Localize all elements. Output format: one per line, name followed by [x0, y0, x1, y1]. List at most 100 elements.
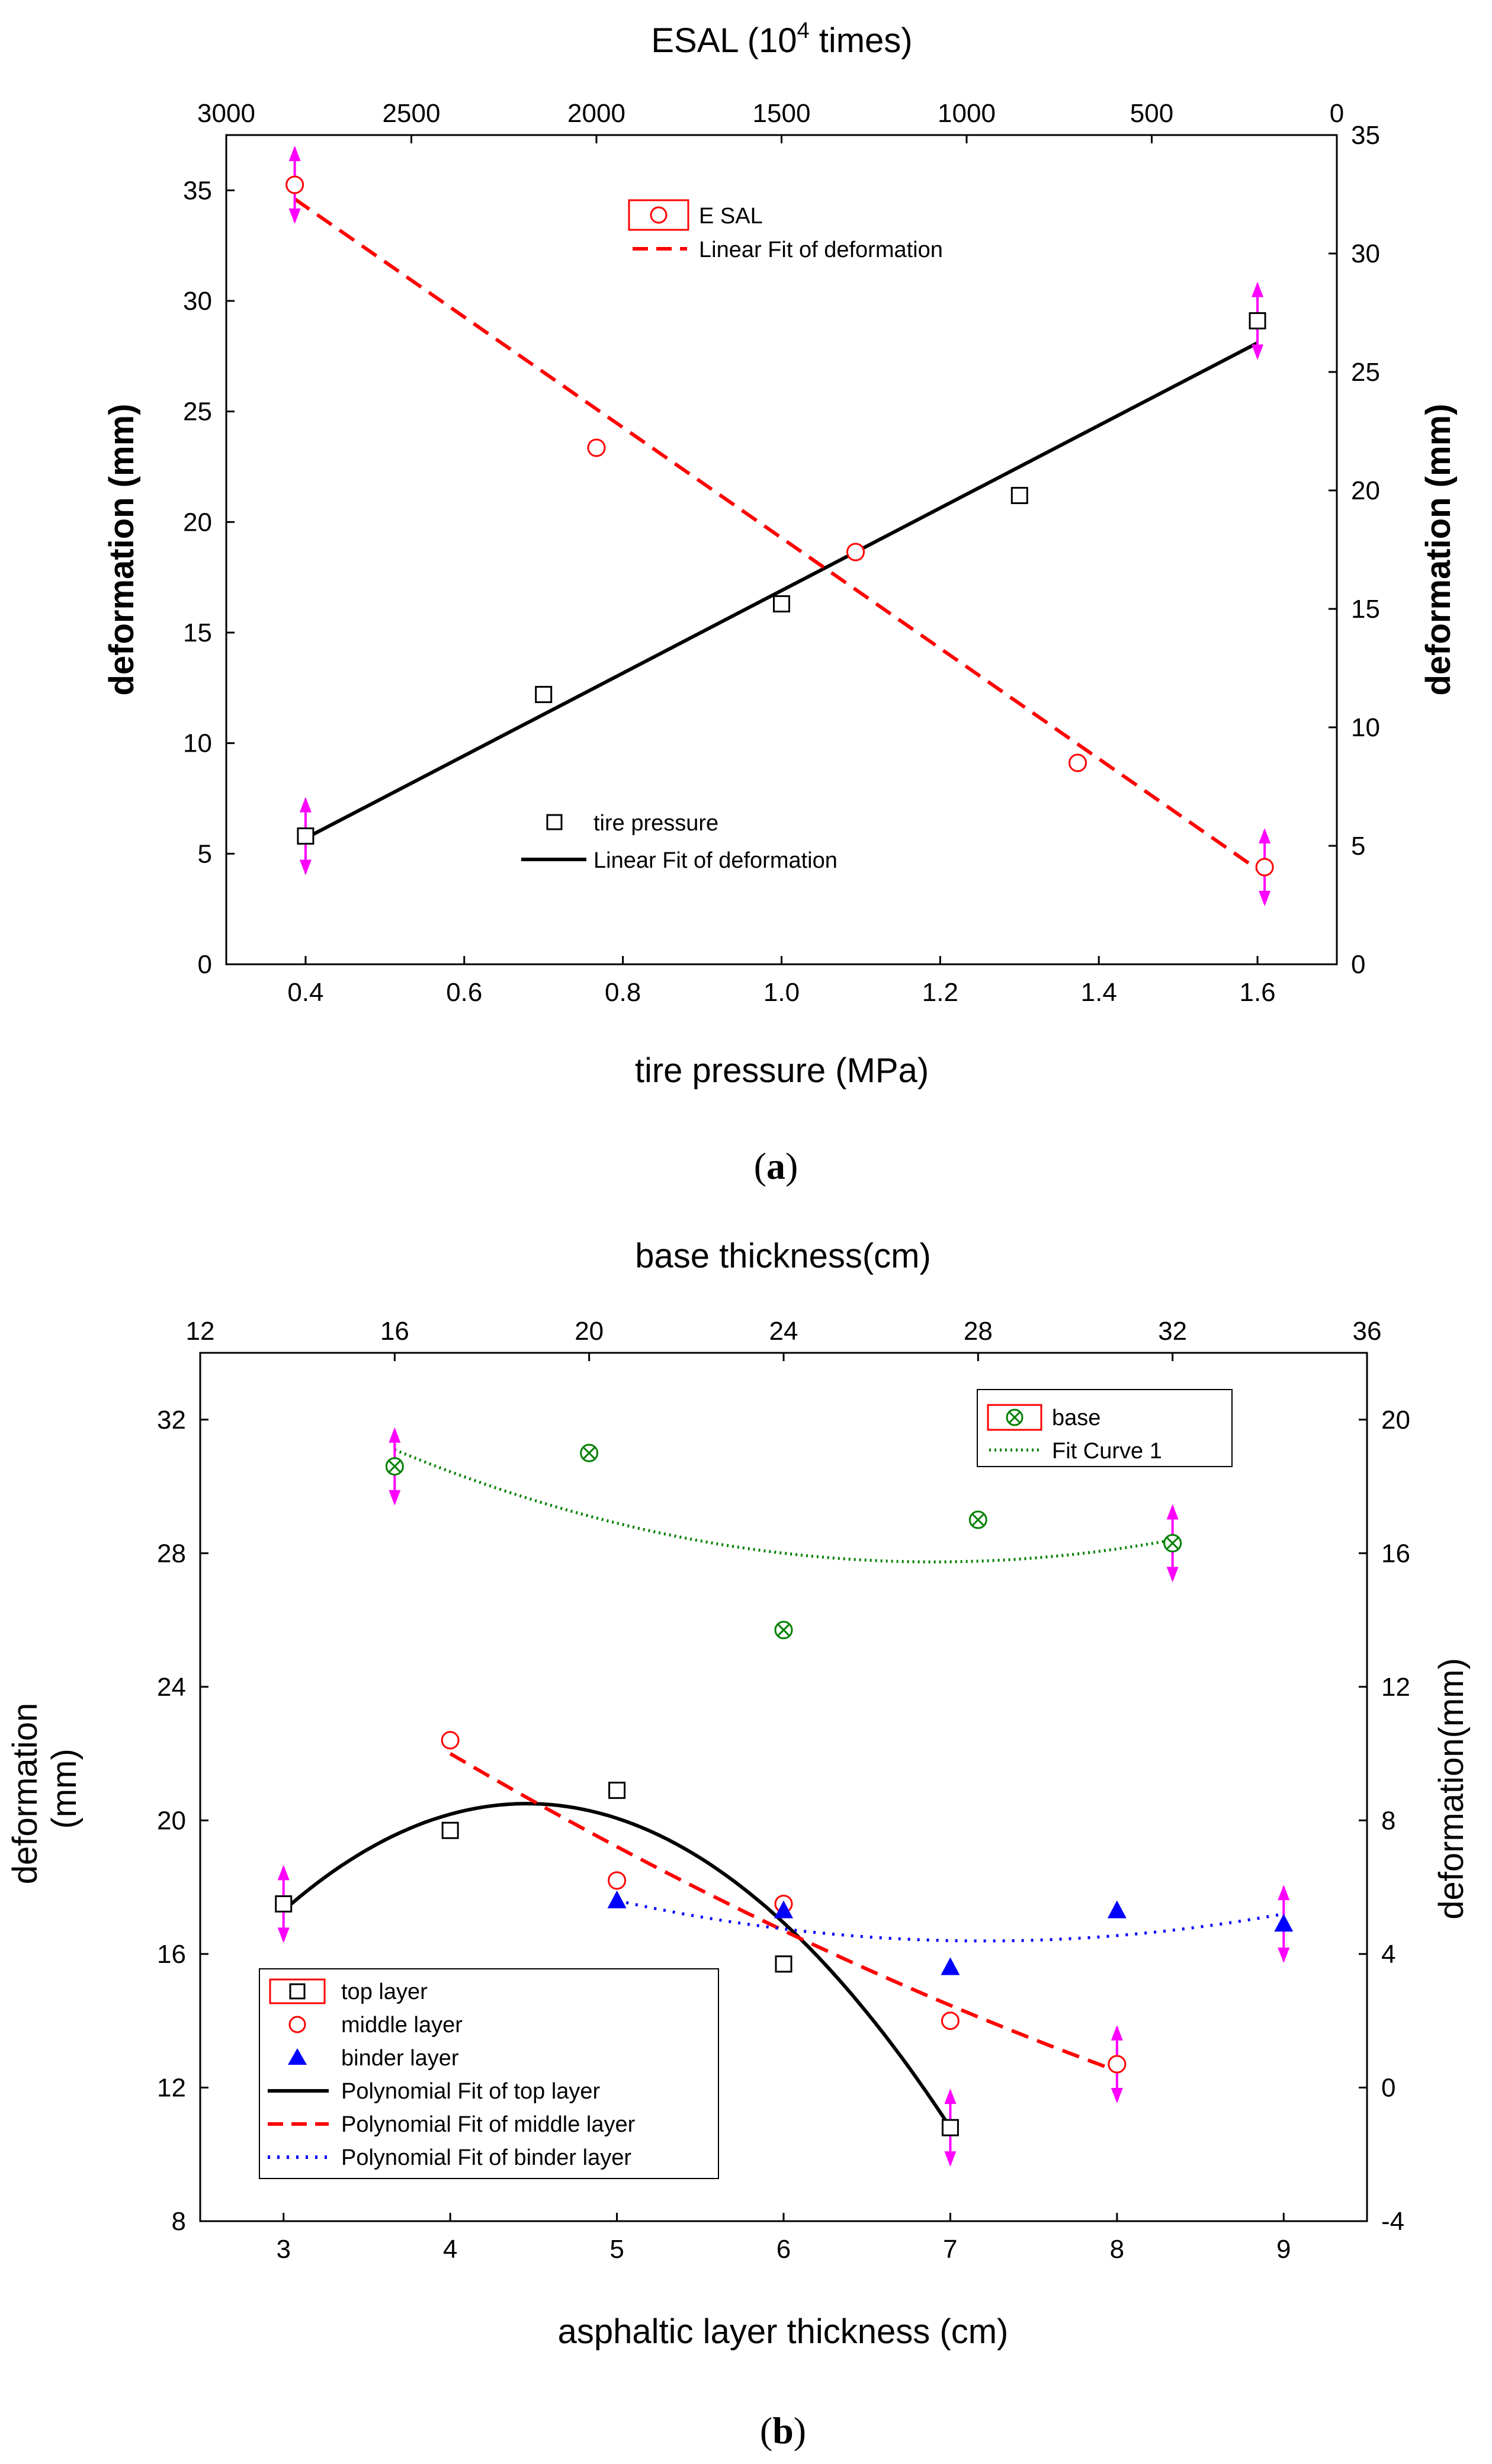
chart-a-y-left-tick-label: 20	[183, 508, 212, 537]
chart-b-error-bar-cap	[1166, 1567, 1179, 1583]
caption-a: (a)	[754, 1145, 798, 1187]
chart-a-error-bar-cap	[299, 797, 312, 813]
chart-b-y-right-tick-label: 20	[1381, 1406, 1410, 1435]
chart-b-point-middle-layer	[441, 1731, 460, 1750]
chart-a-fit-tire-pressure	[304, 341, 1259, 840]
chart-b-y-left-tick-label: 32	[157, 1406, 186, 1435]
chart-b-point-base-cross	[777, 1623, 791, 1637]
chart-b-point-base	[774, 1621, 793, 1640]
chart-a-point-esal	[1255, 858, 1274, 877]
chart-b-legend-label-1: top layer	[341, 1979, 428, 2004]
chart-a-point-esal	[1069, 753, 1087, 772]
chart-a-top-x-tick-label: 0	[1330, 99, 1344, 128]
chart-b-point-top-layer	[608, 1782, 626, 1799]
chart-b-error-bar-cap	[389, 1427, 401, 1443]
chart-b-point-base-cross	[971, 1513, 985, 1526]
chart-a-y-left-tick-label: 25	[183, 397, 212, 426]
chart-b-point-middle-layer	[941, 2011, 960, 2030]
chart-a-legend-lower-label-1: tire pressure	[593, 811, 718, 836]
chart-a-point-tire-pressure	[535, 686, 553, 704]
chart-b-error-bar-cap	[944, 2088, 957, 2104]
chart-a-y-right-tick-label: 0	[1351, 950, 1365, 979]
chart-b-legend-binder-marker	[288, 2048, 307, 2065]
chart-a-top-x-tick-label: 1500	[753, 99, 811, 128]
chart-b-point-base	[1163, 1533, 1182, 1552]
chart-b-x-tick-label: 3	[276, 2235, 290, 2264]
chart-a-legend-upper-label-2: Linear Fit of deformation	[699, 238, 943, 262]
chart-b-point-base-cross	[1166, 1536, 1179, 1550]
chart-b-point-binder-layer	[1107, 1900, 1127, 1918]
chart-a-x-tick-label: 1.4	[1081, 978, 1117, 1007]
chart-b-legend-base-marker-x2	[1008, 1411, 1021, 1424]
chart-a-top-x-tick-label: 2000	[567, 99, 625, 128]
chart-b-point-base	[385, 1457, 404, 1476]
chart-a-top-x-tick-label: 1000	[938, 99, 996, 128]
chart-a-legend-lower-marker	[546, 814, 563, 830]
caption-a-letter: a	[766, 1145, 785, 1187]
chart-b-x-tick-label: 4	[443, 2235, 457, 2264]
chart-b-top-x-tick-label: 16	[380, 1317, 409, 1346]
caption-b-close: )	[794, 2410, 806, 2452]
chart-b-point-middle-layer	[608, 1871, 627, 1890]
chart-a-y-left-tick-label: 5	[198, 839, 212, 868]
chart-a-fit-esal	[293, 197, 1266, 876]
chart-b-top-x-tick-label: 12	[186, 1317, 215, 1346]
chart-b-point-top-layer	[275, 1895, 293, 1913]
chart-a-point-esal	[285, 175, 304, 194]
chart-a-y-left-tick-label: 0	[198, 950, 212, 979]
chart-b-point-binder-layer	[941, 1957, 960, 1975]
chart-a-error-bar-cap	[299, 859, 312, 875]
chart-b-top-x-label-prefix: base thickness(cm)	[635, 1237, 931, 1275]
chart-b-x-tick-label: 9	[1276, 2235, 1291, 2264]
chart-a-y-left-tick-label: 15	[183, 618, 212, 647]
chart-a-y-right-tick-label: 35	[1351, 121, 1380, 150]
chart-b-point-middle-layer	[1108, 2055, 1127, 2074]
chart-b-legend-middle-marker	[288, 2016, 306, 2033]
chart-a-point-esal	[846, 543, 865, 562]
chart-a-y-right-tick-label: 10	[1351, 713, 1380, 742]
chart-a-top-x-label-suffix: times)	[810, 21, 913, 60]
chart-a-x-tick-label: 0.8	[605, 978, 641, 1007]
chart-b-legend-base: base Fit Curve 1	[977, 1389, 1233, 1467]
chart-b-y-left-tick-label: 28	[157, 1539, 186, 1568]
chart-a-y-right-tick-label: 25	[1351, 358, 1380, 387]
chart-a-y-right-tick-label: 15	[1351, 595, 1380, 624]
caption-b-open: (	[760, 2410, 772, 2452]
chart-b-legend-label-6: Polynomial Fit of binder layer	[341, 2145, 631, 2170]
chart-a-point-tire-pressure	[1249, 312, 1266, 330]
chart-b-legend-top-marker	[289, 1983, 306, 2000]
chart-a-error-bar-cap	[288, 208, 301, 224]
chart-a-top-x-tick-label: 500	[1130, 99, 1173, 128]
chart-b-top-x-tick-label: 20	[575, 1317, 604, 1346]
chart-a-point-tire-pressure	[297, 827, 315, 845]
chart-b-top-x-tick-label: 32	[1158, 1317, 1187, 1346]
chart-a-top-x-label-sup: 4	[797, 18, 809, 43]
chart-a-y-right-tick-label: 20	[1351, 476, 1380, 505]
chart-a-point-tire-pressure	[1010, 487, 1028, 505]
chart-a-y-right-tick-label: 5	[1351, 832, 1365, 861]
chart-b-error-bar-cap	[1111, 2087, 1123, 2103]
chart-b-x-tick-label: 5	[609, 2235, 624, 2264]
chart-a-y-right-label: deformation (mm)	[1419, 404, 1458, 696]
chart-b-legend-layers-swatch-frame	[269, 1978, 326, 2004]
chart-a-legend-lower-label-2: Linear Fit of deformation	[593, 848, 838, 873]
chart-b-error-bar-cap	[389, 1490, 401, 1506]
chart-b-point-binder-layer	[774, 1900, 793, 1918]
chart-a-legend-upper-marker	[650, 206, 668, 224]
chart-a-top-x-label-prefix: ESAL (10	[651, 21, 797, 60]
chart-b-point-top-layer	[941, 2119, 959, 2136]
chart-b-top-x-tick-label: 28	[964, 1317, 993, 1346]
chart-a-error-bar-cap	[1259, 891, 1271, 906]
chart-a-x-tick-label: 1.0	[763, 978, 800, 1007]
chart-b-x-tick-label: 8	[1110, 2235, 1124, 2264]
chart-a-error-bar-cap	[288, 146, 301, 161]
chart-b-point-binder-layer	[1274, 1914, 1294, 1932]
chart-a-x-tick-label: 1.2	[922, 978, 958, 1007]
chart-a-y-left-tick-label: 35	[183, 176, 212, 205]
caption-b-letter: b	[772, 2410, 794, 2452]
chart-b: 3 4 5 6 7 8 9 12 16 20 24 28 32 36 8 12 16 20 24 28 32 -4 0 4 8 1…	[6, 1237, 1471, 2351]
chart-b-legend-label-3: binder layer	[341, 2046, 459, 2071]
chart-b-error-bar-cap	[277, 1865, 290, 1881]
chart-b-legend-layers-box	[259, 1968, 719, 2179]
